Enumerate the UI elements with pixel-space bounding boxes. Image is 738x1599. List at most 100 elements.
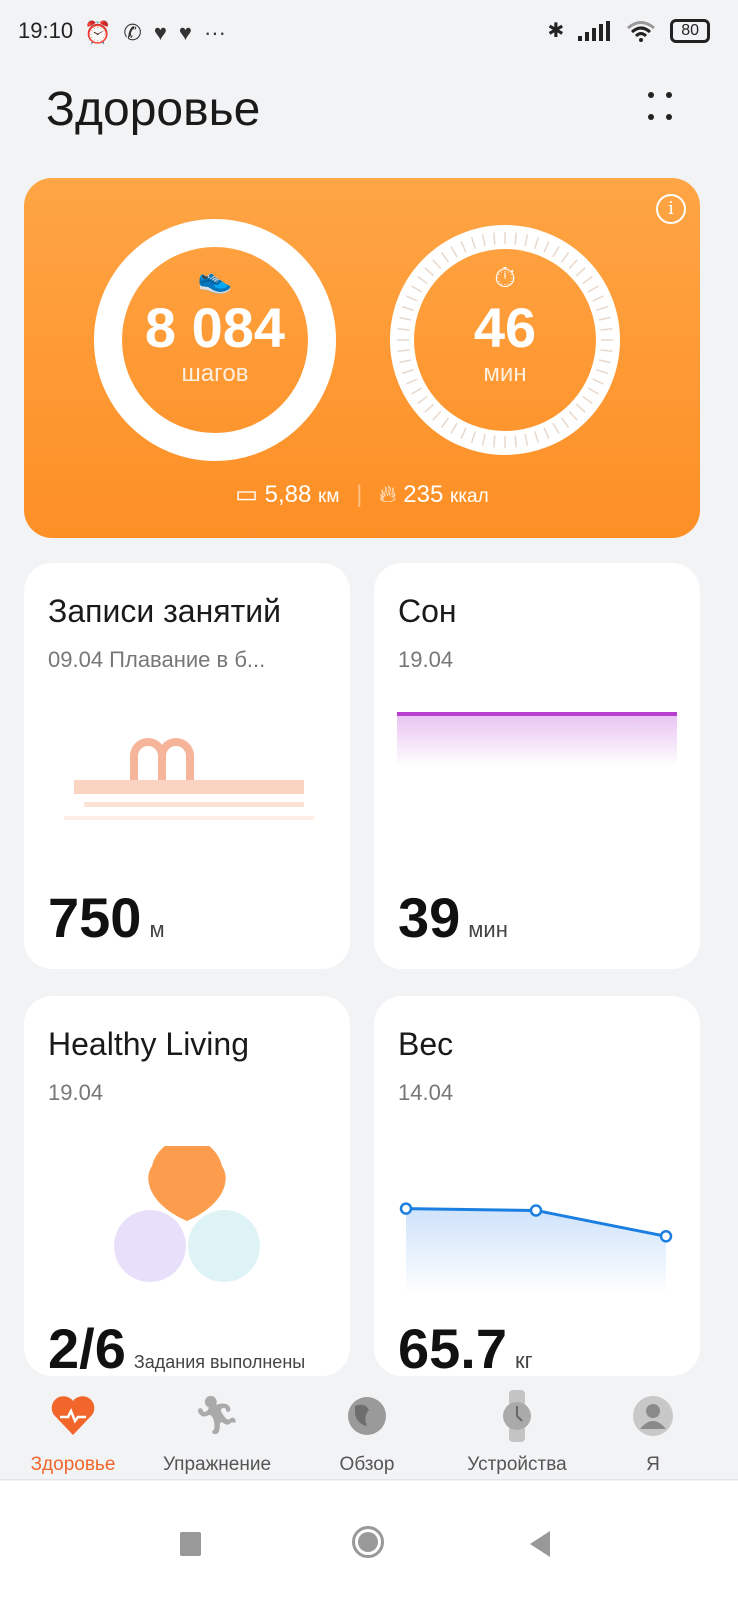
tick-mark <box>399 316 412 321</box>
running-icon: 🏃︎ <box>192 1395 242 1437</box>
tick-mark <box>397 327 410 331</box>
tick-mark <box>406 378 418 385</box>
tick-mark <box>598 316 611 321</box>
tick-mark <box>492 435 496 448</box>
tick-mark <box>424 267 435 277</box>
globe-icon <box>348 1397 386 1435</box>
tick-mark <box>514 435 518 448</box>
tick-mark <box>587 387 599 395</box>
calories-unit: ккал <box>450 486 489 507</box>
tick-mark <box>411 285 423 293</box>
tick-mark <box>598 359 611 364</box>
tick-mark <box>432 259 442 270</box>
stopwatch-icon: ⏱ <box>494 262 516 293</box>
tick-mark <box>575 403 586 413</box>
bluetooth-icon: ✱ <box>547 20 565 42</box>
system-icons: ✱ 80 <box>547 18 710 43</box>
activity-card[interactable]: i 👟 8 084 шагов ⏱ 46 мин ▭ 5,88 км | 🔥︎ … <box>24 178 700 538</box>
tick-mark <box>481 234 486 247</box>
card-subtitle: 14.04 <box>398 1080 454 1105</box>
tick-mark <box>470 431 477 443</box>
tick-mark <box>582 275 593 285</box>
minutes-ring-ticks <box>397 232 613 448</box>
tick-mark <box>560 417 570 428</box>
distance-icon: ▭ <box>235 481 258 508</box>
card-unit: мин <box>468 917 508 942</box>
weight-area <box>406 1208 666 1296</box>
whatsapp-icon: ✆ <box>123 20 142 45</box>
tick-mark <box>492 232 496 245</box>
tick-mark <box>406 295 418 302</box>
tick-mark <box>568 410 578 421</box>
tick-mark <box>592 295 604 302</box>
card-subtitle: 19.04 <box>48 1080 104 1105</box>
tick-mark <box>568 259 578 270</box>
tick-mark <box>552 422 560 434</box>
activity-footer: ▭ 5,88 км | 🔥︎ 235 ккал <box>235 481 489 508</box>
weight-card[interactable]: Вес 14.04 65.7 кг <box>374 996 700 1376</box>
healthy-living-card[interactable]: Healthy Living 19.04 2/6 Задания выполнен… <box>24 996 350 1376</box>
card-value: 65.7 <box>398 1317 507 1376</box>
recents-button[interactable] <box>180 1532 201 1556</box>
tick-mark <box>533 237 540 249</box>
watch-icon <box>503 1390 531 1442</box>
nav-label: Устройства <box>467 1454 567 1475</box>
tick-mark <box>592 378 604 385</box>
status-time: 19:10 <box>18 18 74 43</box>
nav-health[interactable]: Здоровье <box>0 1390 148 1476</box>
nav-label: Я <box>646 1454 660 1475</box>
workouts-card[interactable]: Записи занятий 09.04 Плавание в б... 750… <box>24 563 350 969</box>
home-button[interactable] <box>352 1526 384 1558</box>
tick-mark <box>587 285 599 293</box>
tick-mark <box>600 349 613 353</box>
tick-mark <box>596 368 608 375</box>
notification-icons: ⏰ ✆ ♥ ♥ ··· <box>84 20 226 46</box>
nav-me[interactable]: Я <box>578 1390 728 1476</box>
tick-mark <box>470 237 477 249</box>
signal-icon <box>578 20 611 41</box>
tick-mark <box>399 359 412 364</box>
calories-value: 235 <box>403 481 444 508</box>
card-unit: кг <box>515 1348 533 1373</box>
more-dots-icon: ··· <box>203 20 226 45</box>
tick-mark <box>524 234 529 247</box>
swimming-pool-illustration <box>64 738 314 820</box>
profile-icon <box>633 1396 673 1436</box>
sleep-chart <box>397 712 677 766</box>
flame-icon: 🔥︎ <box>378 481 397 508</box>
tick-mark <box>460 241 467 253</box>
weight-point <box>529 1204 543 1217</box>
steps-unit: шагов <box>181 360 249 387</box>
card-value: 2/6 <box>48 1317 126 1376</box>
tick-mark <box>575 267 586 277</box>
tick-mark <box>440 252 450 263</box>
card-subtitle: 19.04 <box>398 647 454 672</box>
tick-mark <box>417 275 428 285</box>
wifi-icon <box>627 20 656 42</box>
steps-ring <box>94 219 336 461</box>
weight-point <box>399 1202 413 1215</box>
tick-mark <box>440 417 450 428</box>
nav-label: Здоровье <box>30 1454 116 1475</box>
activity-rings <box>94 219 620 461</box>
shoe-icon: 👟 <box>197 263 233 294</box>
tick-mark <box>417 395 428 405</box>
tick-mark <box>560 252 570 263</box>
card-unit: Задания выполнены <box>133 1352 306 1372</box>
back-button[interactable] <box>530 1531 550 1557</box>
nav-devices[interactable]: Устройства <box>442 1390 592 1476</box>
sleep-card[interactable]: Сон 19.04 39 мин <box>374 563 700 969</box>
more-menu-button[interactable] <box>648 92 674 122</box>
nav-exercise[interactable]: 🏃︎ Упражнение <box>142 1390 292 1476</box>
steps-value: 8 084 <box>144 296 286 359</box>
tick-mark <box>424 403 435 413</box>
battery-icon: 80 <box>670 18 710 43</box>
heart-pulse-icon <box>51 1396 95 1435</box>
nav-discover[interactable]: Обзор <box>292 1390 442 1476</box>
info-icon[interactable]: i <box>656 194 686 224</box>
card-value: 750 <box>48 886 142 949</box>
tick-mark <box>402 305 414 312</box>
heart-rate-icon: ♥ <box>153 20 167 45</box>
weight-chart <box>399 1202 673 1296</box>
card-value: 39 <box>398 886 461 949</box>
